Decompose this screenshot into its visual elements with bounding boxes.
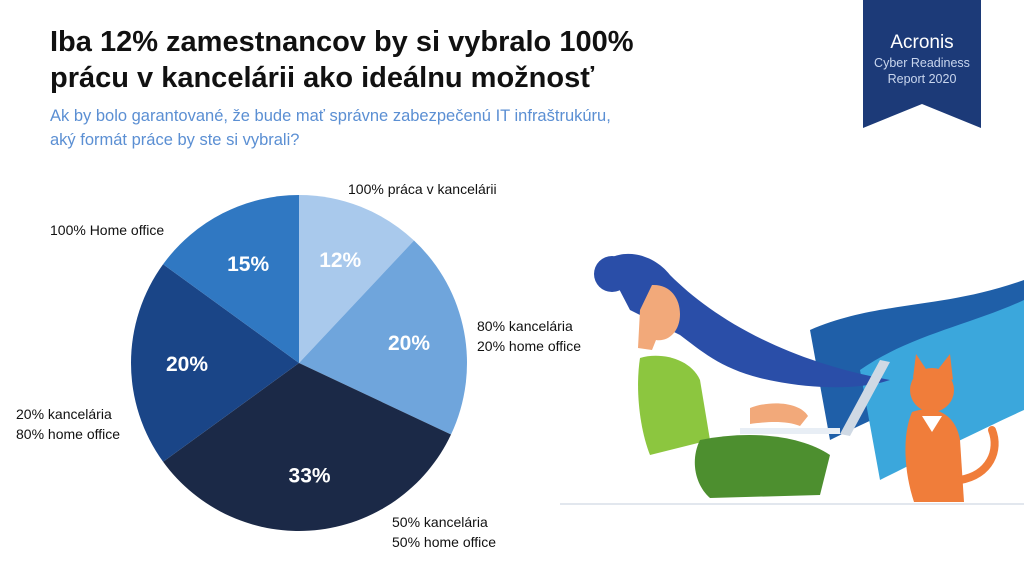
woman-with-laptop-and-cat-illustration — [560, 253, 1024, 505]
label-50-office: 50% kancelária 50% home office — [392, 512, 496, 552]
hands-shape — [750, 403, 808, 426]
slice-value-label-0: 12% — [319, 249, 361, 272]
badge-ribbon-shape — [863, 0, 981, 128]
pie-slice-2 — [163, 363, 452, 531]
cat-ear-right — [936, 354, 953, 380]
label-80-office-line-2: 20% home office — [477, 338, 582, 354]
label-20-office-line-2: 80% home office — [16, 426, 121, 442]
badge-line-2: Report 2020 — [888, 72, 957, 86]
pants-shape — [694, 435, 830, 498]
title-line-2: prácu v kancelárii ako ideálnu možnosť — [50, 62, 595, 94]
cat-ear-left — [913, 354, 928, 378]
slice-value-label-3: 20% — [166, 353, 208, 376]
pie-slice-1 — [299, 240, 467, 435]
acronis-logo: Acronis — [890, 32, 953, 53]
cat-tail — [956, 426, 999, 484]
label-50-office-line-1: 50% kancelária — [392, 514, 488, 530]
label-80-office: 80% kancelária 20% home office — [477, 316, 581, 356]
slice-value-label-2: 33% — [289, 465, 331, 488]
pie-slice-0 — [299, 195, 414, 363]
cat-head — [910, 368, 954, 412]
pie-slice-3 — [131, 264, 299, 462]
survey-question: Ak by bolo garantované, že bude mať sprá… — [50, 104, 790, 152]
pie-slice-4 — [163, 195, 299, 363]
page-title: Iba 12% zamestnancov by si vybralo 100% … — [50, 24, 810, 96]
label-20-office-line-1: 20% kancelária — [16, 406, 112, 422]
cat-body — [905, 409, 964, 502]
laptop-base — [740, 428, 840, 434]
hair-bun — [594, 256, 630, 292]
label-100-office: 100% práca v kancelárii — [348, 179, 497, 199]
shirt-shape — [638, 355, 710, 455]
label-100-office-line-1: 100% práca v kancelárii — [348, 181, 497, 197]
acronis-report-badge: Acronis Cyber Readiness Report 2020 — [863, 0, 981, 128]
label-50-office-line-2: 50% home office — [392, 534, 497, 550]
label-100-home: 100% Home office — [50, 220, 164, 240]
laptop-screen — [840, 360, 890, 436]
label-20-office: 20% kancelária 80% home office — [16, 404, 120, 444]
slice-value-label-1: 20% — [388, 332, 430, 355]
slice-value-label-4: 15% — [227, 253, 269, 276]
hair-shape — [605, 253, 890, 388]
title-line-1: Iba 12% zamestnancov by si vybralo 100% — [50, 26, 634, 58]
face-shape — [638, 284, 680, 350]
label-80-office-line-1: 80% kancelária — [477, 318, 573, 334]
question-line-2: aký formát práce by ste si vybrali? — [50, 131, 300, 149]
badge-line-1: Cyber Readiness — [874, 56, 970, 70]
label-100-home-line-1: 100% Home office — [50, 222, 165, 238]
question-line-1: Ak by bolo garantované, že bude mať sprá… — [50, 107, 611, 125]
cat-chest — [922, 416, 942, 432]
